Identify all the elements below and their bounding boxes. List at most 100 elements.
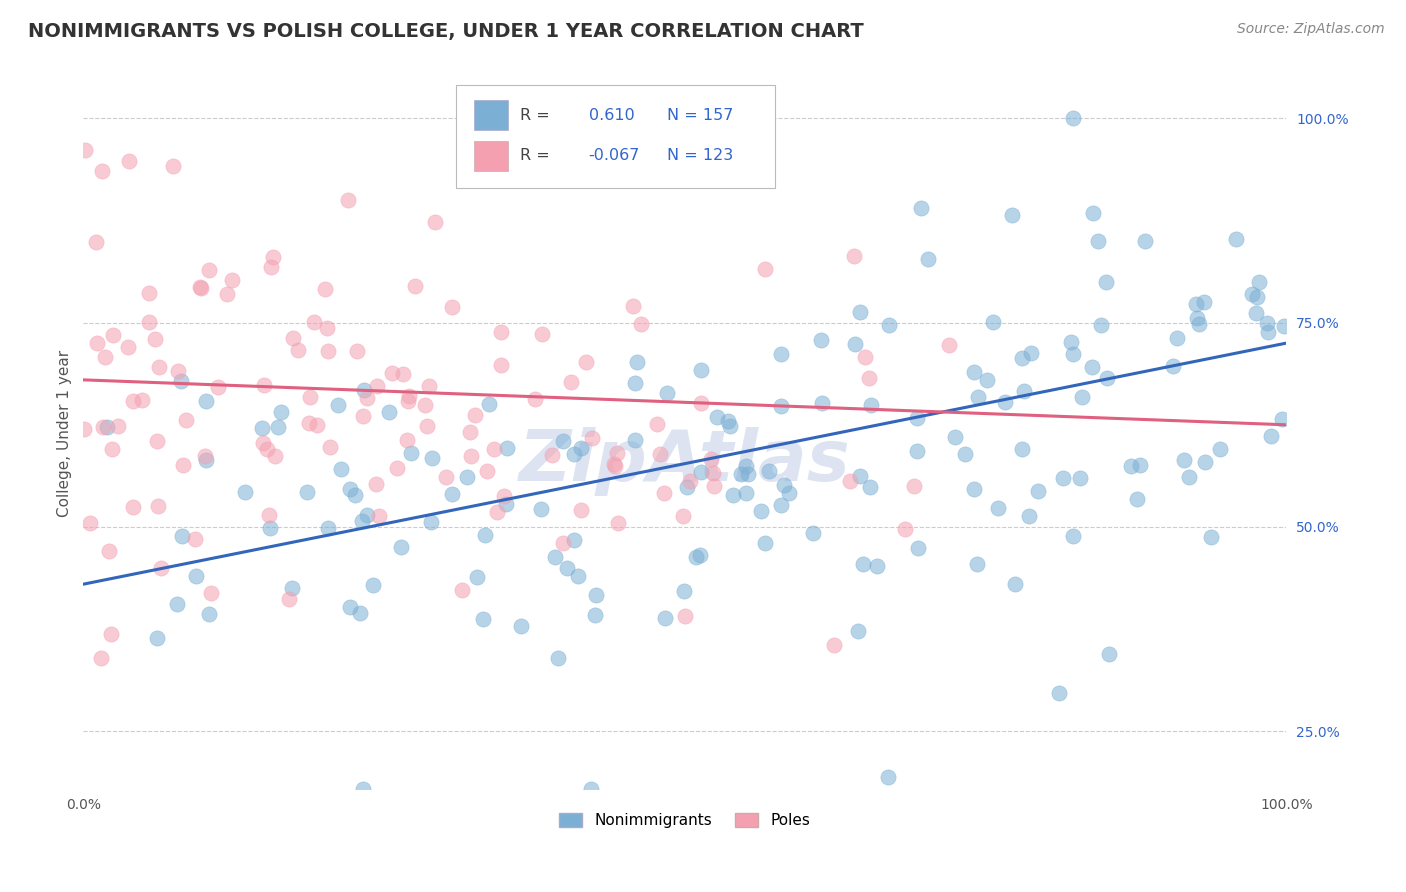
Point bbox=[1187, 310, 1209, 325]
Point bbox=[485, 505, 508, 519]
Point bbox=[361, 578, 384, 592]
Point bbox=[353, 383, 375, 397]
Point bbox=[1087, 234, 1109, 248]
Point bbox=[955, 447, 977, 461]
Point bbox=[391, 540, 413, 554]
Point bbox=[859, 480, 882, 494]
Point bbox=[174, 413, 197, 427]
Text: 0.610: 0.610 bbox=[589, 108, 634, 122]
Point bbox=[356, 508, 378, 523]
Point bbox=[145, 434, 167, 448]
Point bbox=[495, 165, 517, 179]
Point bbox=[441, 486, 464, 500]
Point bbox=[567, 569, 589, 583]
Bar bbox=[474, 141, 508, 170]
Point bbox=[1257, 325, 1279, 339]
Point bbox=[1133, 234, 1156, 248]
Point bbox=[811, 396, 834, 410]
Point bbox=[166, 597, 188, 611]
Text: -0.067: -0.067 bbox=[589, 148, 640, 163]
Point bbox=[148, 360, 170, 375]
Point bbox=[754, 536, 776, 550]
Point bbox=[146, 631, 169, 645]
Point bbox=[352, 409, 374, 424]
Point bbox=[368, 508, 391, 523]
Point bbox=[415, 419, 437, 434]
Point bbox=[138, 315, 160, 329]
Point bbox=[404, 279, 426, 293]
Point bbox=[343, 488, 366, 502]
Point bbox=[1011, 351, 1033, 366]
Point bbox=[606, 446, 628, 460]
Point bbox=[839, 474, 862, 488]
Point bbox=[281, 581, 304, 595]
Point bbox=[673, 608, 696, 623]
Point bbox=[938, 338, 960, 352]
Point bbox=[1083, 206, 1105, 220]
Point bbox=[319, 440, 342, 454]
Point bbox=[304, 315, 326, 329]
Point bbox=[702, 466, 724, 480]
Point bbox=[396, 393, 419, 408]
Point bbox=[299, 390, 322, 404]
Point bbox=[387, 461, 409, 475]
Point bbox=[1121, 459, 1143, 474]
Point bbox=[1080, 359, 1102, 374]
Point bbox=[131, 392, 153, 407]
Point bbox=[207, 380, 229, 394]
Point bbox=[987, 500, 1010, 515]
Point bbox=[138, 286, 160, 301]
Point bbox=[420, 450, 443, 465]
Point bbox=[396, 433, 419, 447]
Point bbox=[352, 781, 374, 796]
Point bbox=[281, 331, 304, 345]
Point bbox=[465, 569, 488, 583]
Point bbox=[1271, 412, 1294, 426]
Point bbox=[893, 522, 915, 536]
Point bbox=[464, 408, 486, 422]
Point bbox=[1069, 471, 1091, 485]
Point bbox=[413, 398, 436, 412]
Point bbox=[852, 558, 875, 572]
Point bbox=[1062, 529, 1084, 543]
Text: N = 157: N = 157 bbox=[666, 108, 733, 122]
Point bbox=[1012, 384, 1035, 398]
Point bbox=[257, 508, 280, 523]
Legend: Nonimmigrants, Poles: Nonimmigrants, Poles bbox=[554, 807, 817, 834]
Point bbox=[910, 201, 932, 215]
Point bbox=[1272, 318, 1295, 333]
Point bbox=[1095, 276, 1118, 290]
Point bbox=[523, 392, 546, 406]
Point bbox=[172, 458, 194, 472]
Point bbox=[122, 394, 145, 409]
Point bbox=[849, 305, 872, 319]
Point bbox=[170, 529, 193, 543]
Text: Source: ZipAtlas.com: Source: ZipAtlas.com bbox=[1237, 22, 1385, 37]
Point bbox=[420, 515, 443, 529]
Point bbox=[531, 327, 554, 342]
Point bbox=[769, 347, 792, 361]
Point bbox=[84, 235, 107, 250]
Point bbox=[253, 378, 276, 392]
Point bbox=[90, 651, 112, 665]
Point bbox=[316, 521, 339, 535]
Point bbox=[685, 549, 707, 564]
Point bbox=[117, 340, 139, 354]
Point bbox=[917, 252, 939, 266]
Point bbox=[603, 457, 626, 471]
Point bbox=[1047, 686, 1070, 700]
Point bbox=[194, 450, 217, 464]
Point bbox=[1260, 429, 1282, 443]
Point bbox=[298, 417, 321, 431]
Point bbox=[717, 414, 740, 428]
Point bbox=[401, 446, 423, 460]
Point bbox=[451, 583, 474, 598]
Point bbox=[262, 250, 284, 264]
Point bbox=[583, 608, 606, 623]
Point bbox=[1071, 390, 1094, 404]
Point bbox=[474, 528, 496, 542]
Point bbox=[170, 374, 193, 388]
Point bbox=[699, 452, 721, 467]
Point bbox=[305, 418, 328, 433]
Point bbox=[1244, 306, 1267, 320]
